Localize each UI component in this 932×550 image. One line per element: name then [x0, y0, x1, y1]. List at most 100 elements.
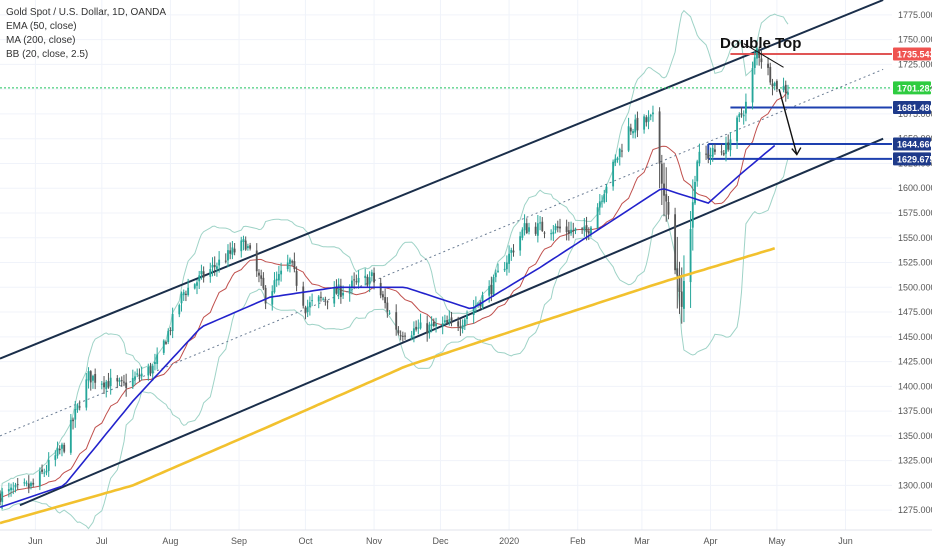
candle-body	[10, 487, 12, 491]
price-label-text: 1735.543	[897, 49, 932, 59]
candle-body	[665, 194, 668, 202]
price-tick-label: 1275.000	[898, 505, 932, 515]
candle-body	[289, 259, 291, 264]
candle-body	[565, 226, 568, 232]
annotation-double-top: Double Top	[720, 35, 801, 52]
candle-body	[632, 131, 634, 134]
chart-legend: Gold Spot / U.S. Dollar, 1D, OANDA EMA (…	[6, 6, 166, 62]
candle-body	[78, 406, 81, 408]
candle-body	[320, 296, 322, 298]
time-tick-label: May	[768, 536, 786, 546]
candle-body	[430, 323, 433, 326]
candle-body	[326, 301, 329, 303]
candle-body	[760, 58, 763, 63]
candle-body	[87, 371, 90, 381]
candle-body	[187, 287, 190, 296]
candle-body	[306, 306, 309, 313]
candle-body	[138, 374, 141, 377]
price-label-text: 1701.282	[897, 83, 932, 93]
candle-body	[317, 296, 320, 302]
candle-body	[255, 250, 258, 272]
candle-body	[711, 147, 714, 157]
candle-body	[590, 227, 592, 234]
candle-body	[56, 448, 59, 456]
candle-body	[523, 223, 526, 231]
candle-body	[125, 382, 128, 388]
candle-body	[709, 155, 712, 157]
candle-body	[368, 277, 371, 285]
price-label-box	[893, 101, 931, 115]
candle-body	[775, 81, 778, 90]
moving-averages	[0, 144, 776, 525]
legend-ma: MA (200, close)	[6, 35, 76, 46]
candle-body	[151, 365, 154, 374]
candle-body	[240, 240, 243, 252]
candle-body	[598, 201, 601, 208]
price-tick-label: 1425.000	[898, 357, 932, 367]
candle-body	[7, 489, 10, 492]
candle-body	[605, 186, 608, 194]
candle-body	[30, 482, 32, 487]
price-tick-label: 1350.000	[898, 431, 932, 441]
candle-body	[782, 86, 785, 91]
candle-body	[370, 272, 373, 276]
candle-body	[740, 113, 743, 115]
candle-body	[169, 330, 172, 332]
candle-body	[742, 114, 745, 117]
candle-body	[618, 148, 621, 158]
candle-body	[399, 335, 402, 337]
candle-body	[333, 288, 336, 304]
candle-body	[472, 308, 475, 315]
candle-body	[182, 292, 185, 296]
candle-body	[583, 226, 586, 231]
candle-body	[784, 84, 787, 93]
candle-body	[231, 247, 234, 255]
time-tick-label: Nov	[366, 536, 383, 546]
candle-body	[348, 287, 351, 294]
candle-body	[339, 285, 342, 297]
candle-body	[63, 444, 66, 452]
candle-body	[457, 321, 460, 327]
candle-body	[107, 381, 110, 388]
candle-body	[12, 488, 15, 490]
candle-body	[233, 248, 236, 253]
time-tick-label: Dec	[432, 536, 449, 546]
price-tick-label: 1550.000	[898, 233, 932, 243]
candle-body	[184, 293, 187, 295]
candle-body	[69, 419, 72, 453]
candle-body	[198, 275, 201, 282]
candle-body	[614, 158, 617, 163]
candle-body	[680, 291, 683, 307]
candle-body	[419, 322, 422, 329]
candle-body	[601, 200, 603, 202]
candle-body	[140, 373, 143, 377]
candle-body	[574, 228, 577, 231]
candle-body	[401, 335, 404, 337]
candle-body	[410, 335, 413, 338]
candle-body	[432, 321, 435, 327]
candle-body	[505, 262, 508, 270]
candle-body	[131, 377, 134, 387]
price-label-box	[893, 81, 931, 95]
candle-body	[660, 163, 663, 184]
price-tick-label: 1775.000	[898, 10, 932, 20]
candle-body	[461, 325, 464, 330]
price-tick-label: 1450.000	[898, 332, 932, 342]
candle-body	[103, 382, 105, 388]
candle-body	[109, 377, 112, 387]
candle-body	[627, 126, 630, 151]
candle-body	[787, 92, 789, 95]
candle-body	[200, 270, 203, 275]
ema50-line	[0, 144, 776, 508]
candle-body	[286, 262, 289, 270]
price-tick-label: 1300.000	[898, 480, 932, 490]
candle-body	[536, 223, 539, 236]
candle-body	[260, 275, 263, 279]
candle-body	[218, 259, 221, 266]
time-axis[interactable]: Jun Jul Aug Sep Oct Nov Dec 2020 Feb Mar Apr May Jun	[0, 529, 932, 550]
candle-body	[658, 111, 661, 164]
candle-body	[698, 151, 701, 164]
candle-body	[229, 250, 232, 254]
candle-body	[302, 286, 305, 306]
